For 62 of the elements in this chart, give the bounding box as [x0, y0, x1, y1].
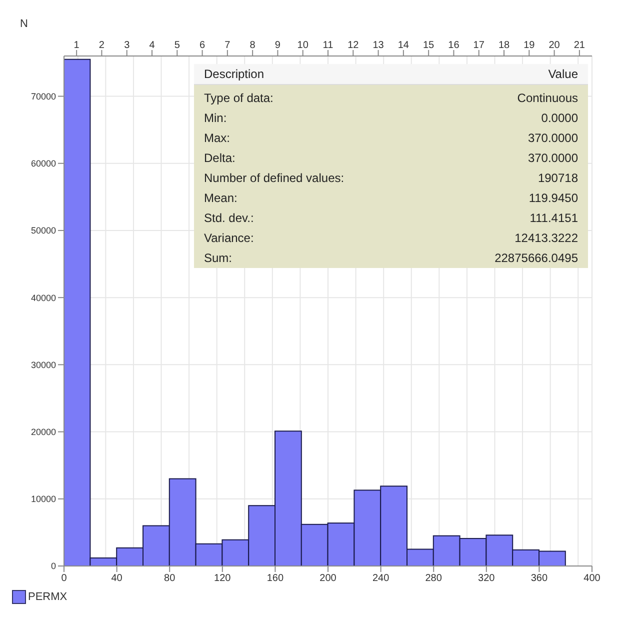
x-tick-label: 120 [214, 573, 232, 584]
x-tick-label: 0 [61, 573, 68, 584]
annotation: 0.0000 [541, 111, 578, 125]
x2-tick-label: 6 [200, 40, 206, 51]
legend-label: PERMX [27, 590, 68, 604]
x-tick-label: 240 [372, 573, 390, 584]
y-tick-label: 0 [50, 561, 56, 572]
annotation: 12413.3222 [514, 231, 578, 245]
x2-tick-label: 19 [524, 40, 536, 51]
annotation: 111.4151 [530, 211, 578, 225]
x2-tick-label: 7 [224, 40, 231, 51]
annotation: Delta: [204, 151, 236, 165]
x2-tick-label: 21 [574, 40, 586, 51]
x2-tick-label: 9 [274, 40, 281, 51]
x2-tick-label: 16 [448, 40, 460, 51]
annotation: Value [548, 67, 578, 81]
x-tick-label: 360 [530, 573, 548, 584]
annotation: Description [204, 67, 264, 81]
y-tick-label: 20000 [30, 426, 56, 437]
annotation: Mean: [204, 191, 238, 205]
annotation: Continuous [517, 91, 578, 105]
x2-tick-label: 2 [98, 40, 105, 51]
annotation: Variance: [204, 231, 254, 245]
y-tick-label: 50000 [30, 226, 56, 236]
annotation: Max: [204, 131, 230, 145]
y-tick-label: 70000 [30, 91, 56, 102]
x-tick-label: 200 [320, 573, 337, 584]
annotation: 119.9450 [528, 191, 578, 205]
x2-tick-label: 15 [423, 40, 435, 51]
x2-tick-label: 10 [297, 40, 309, 51]
x2-tick-label: 12 [348, 40, 360, 51]
x2-tick-label: 17 [473, 40, 485, 51]
x-tick-label: 40 [111, 573, 123, 584]
x2-tick-label: 18 [498, 40, 510, 51]
x2-tick-label: 8 [250, 40, 256, 51]
x-tick-label: 160 [266, 573, 284, 584]
y-tick-label: 60000 [30, 158, 56, 169]
annotation: Min: [204, 111, 227, 125]
annotation: Std. dev.: [204, 211, 254, 225]
x2-tick-label: 13 [372, 40, 384, 51]
x-tick-label: 80 [164, 573, 176, 584]
x2-tick-label: 14 [398, 40, 410, 51]
x2-tick-label: 1 [74, 40, 80, 51]
y-axis-title: N [20, 18, 28, 30]
x2-tick-label: 20 [548, 40, 560, 51]
x-tick-label: 400 [584, 573, 601, 584]
x2-tick-label: 3 [124, 40, 130, 51]
annotation: Sum: [204, 251, 232, 265]
x2-tick-label: 4 [149, 40, 156, 51]
x-tick-label: 320 [478, 573, 496, 584]
x2-tick-label: 5 [174, 40, 180, 51]
annotation: Type of data: [204, 91, 274, 105]
x-tick-label: 280 [425, 573, 442, 584]
y-tick-label: 10000 [30, 494, 56, 504]
y-tick-label: 40000 [30, 292, 56, 303]
y-tick-label: 30000 [30, 360, 56, 370]
annotation: 370.0000 [528, 151, 578, 165]
annotation: 370.0000 [528, 131, 578, 145]
annotation: 190718 [538, 171, 578, 185]
annotation: 22875666.0495 [494, 251, 578, 265]
x2-tick-label: 11 [322, 40, 334, 51]
annotation: Number of defined values: [204, 171, 344, 185]
